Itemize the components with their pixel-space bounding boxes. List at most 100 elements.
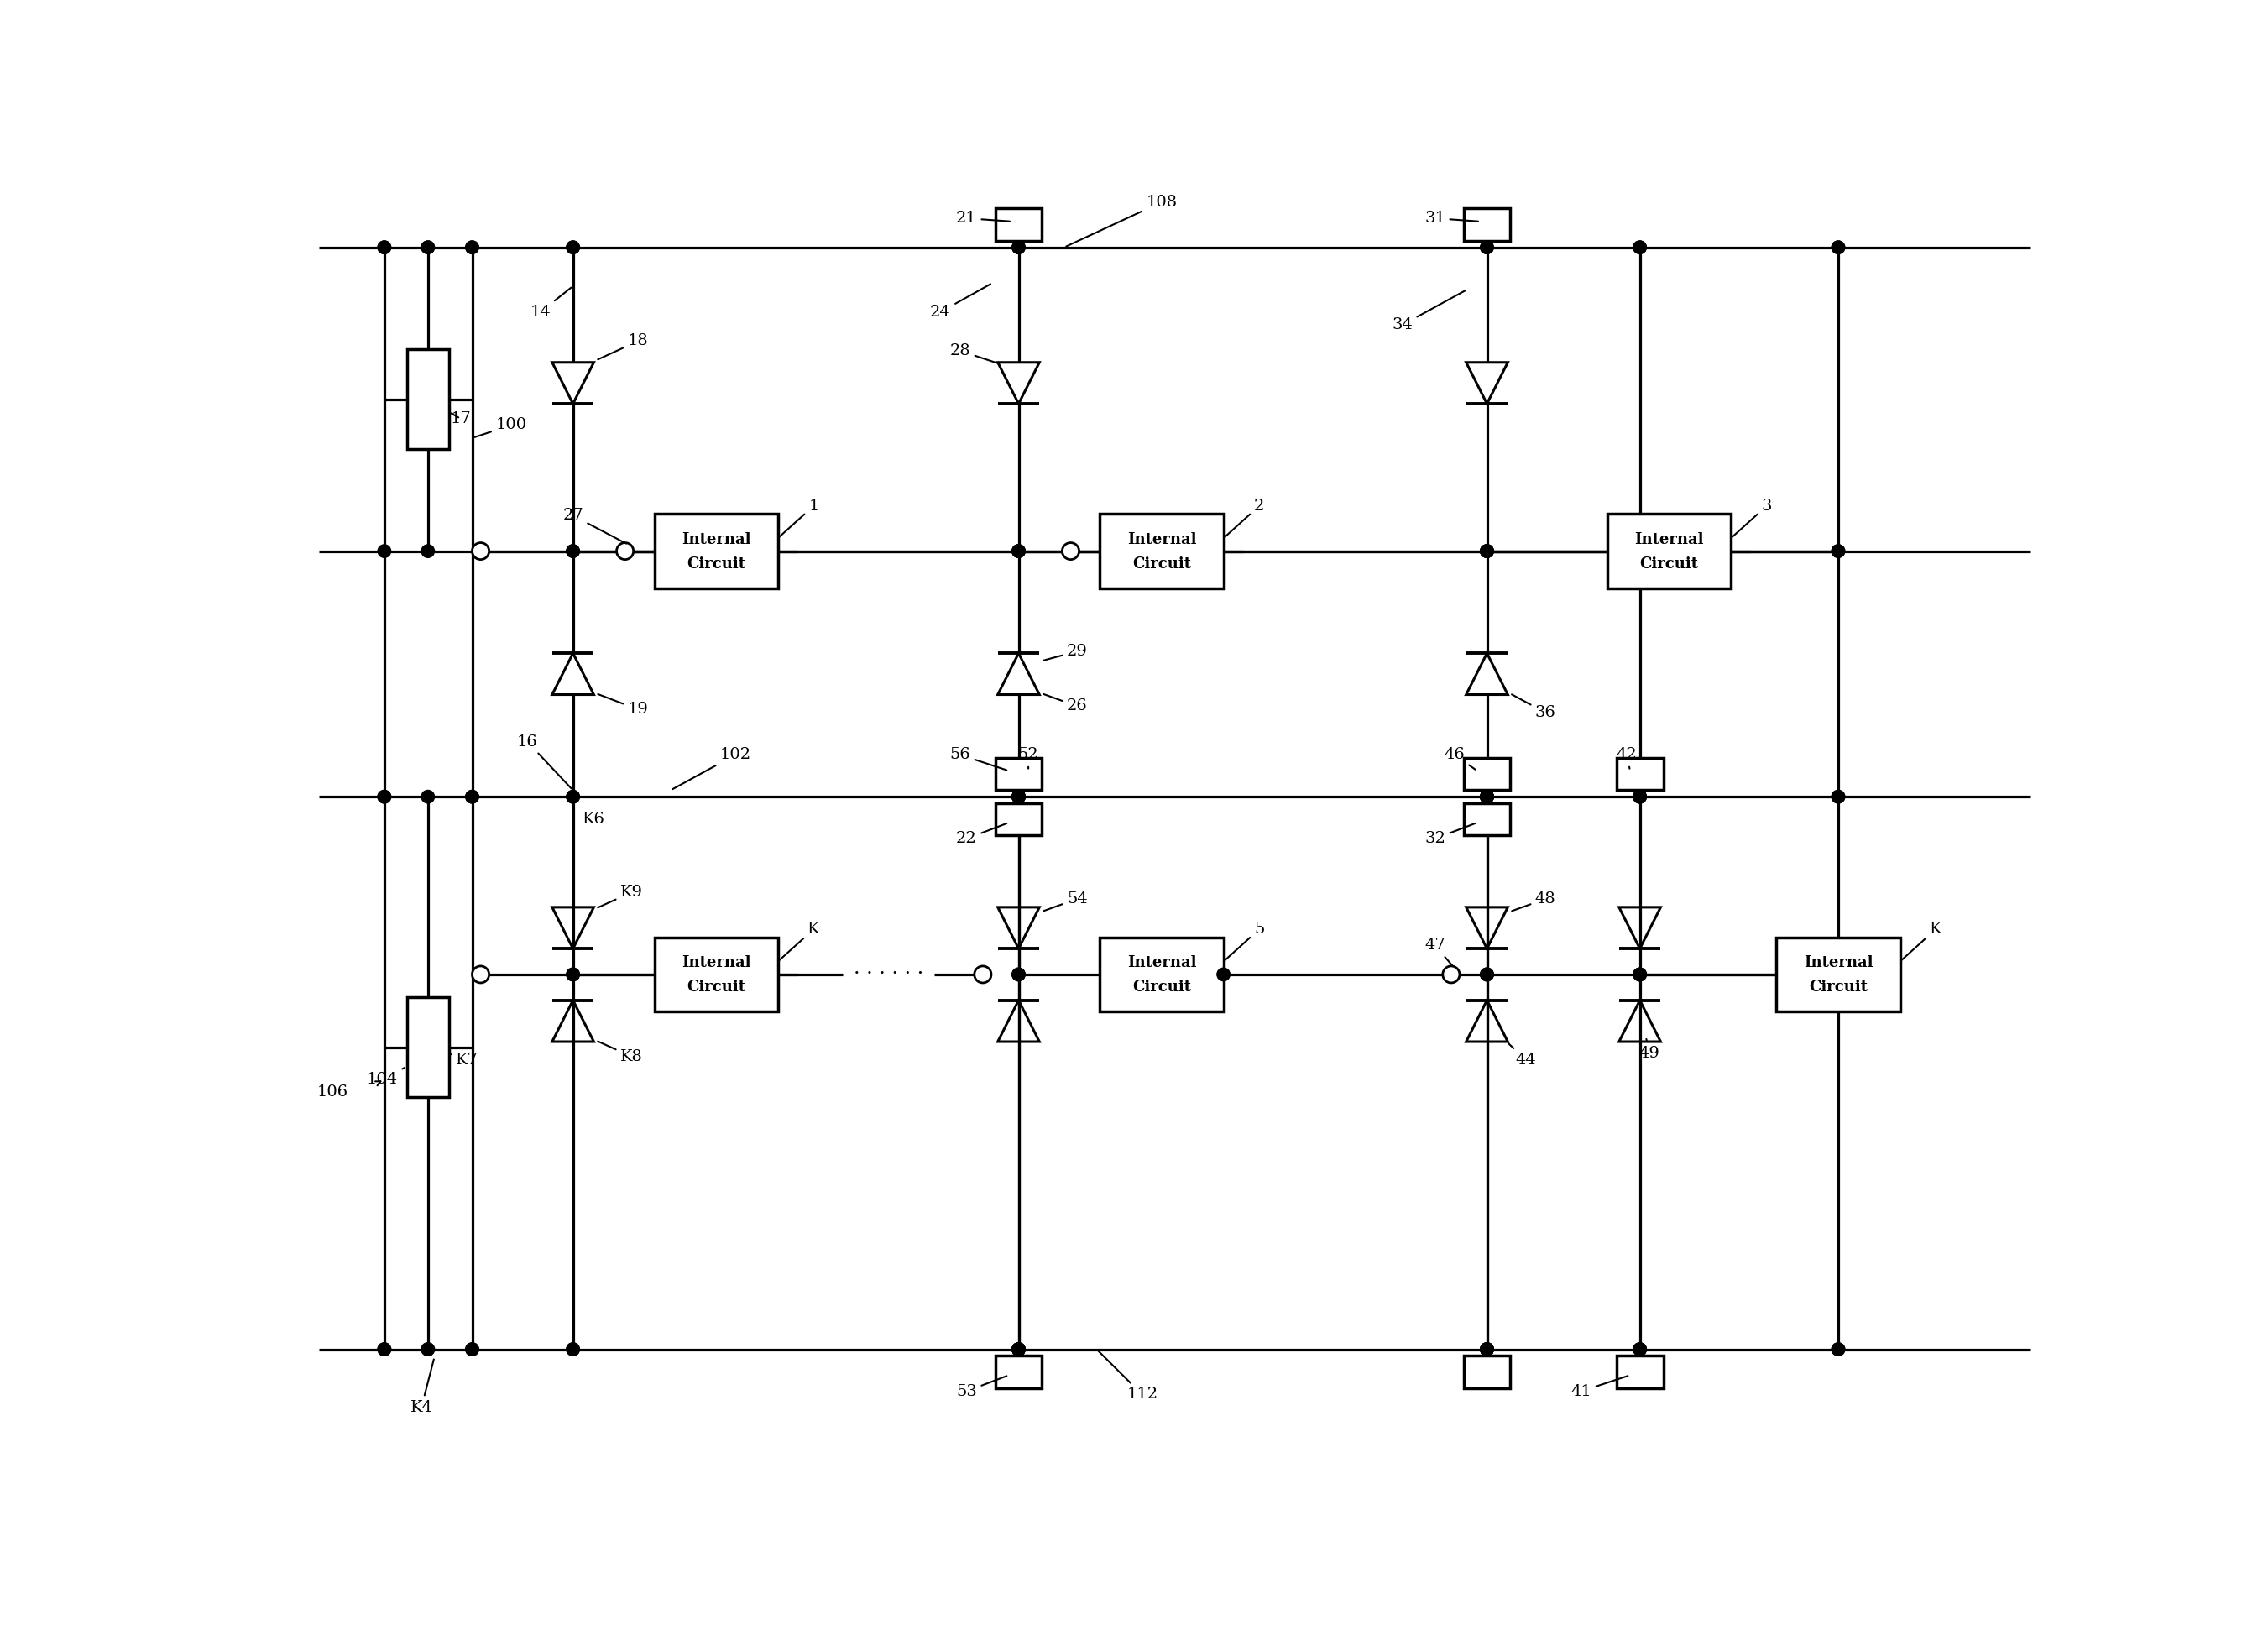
Text: 19: 19 (599, 694, 649, 717)
Circle shape (567, 1342, 581, 1355)
Text: K9: K9 (599, 884, 642, 908)
Circle shape (1481, 1342, 1492, 1355)
Text: 48: 48 (1513, 891, 1556, 912)
Text: 18: 18 (599, 333, 649, 359)
Circle shape (1481, 1342, 1492, 1355)
Circle shape (1012, 544, 1025, 557)
Circle shape (1481, 790, 1492, 803)
Circle shape (1481, 790, 1492, 803)
FancyBboxPatch shape (1463, 803, 1510, 835)
Text: Internal: Internal (1803, 955, 1873, 970)
Circle shape (472, 543, 490, 559)
Circle shape (1012, 1342, 1025, 1355)
Circle shape (1633, 1342, 1647, 1355)
Text: 112: 112 (1098, 1350, 1157, 1402)
Circle shape (472, 965, 490, 983)
Circle shape (422, 544, 435, 557)
FancyBboxPatch shape (996, 208, 1041, 240)
Text: Circuit: Circuit (1132, 556, 1191, 572)
Polygon shape (998, 653, 1039, 694)
Circle shape (379, 790, 390, 803)
Circle shape (567, 968, 581, 982)
Circle shape (379, 240, 390, 253)
Text: 2: 2 (1225, 499, 1266, 536)
Circle shape (1012, 1342, 1025, 1355)
Circle shape (1012, 1342, 1025, 1355)
Text: 108: 108 (1066, 195, 1177, 247)
Text: 17: 17 (449, 411, 472, 426)
Circle shape (1481, 1342, 1492, 1355)
Circle shape (1481, 968, 1492, 982)
Circle shape (1481, 968, 1492, 982)
FancyBboxPatch shape (1617, 757, 1662, 790)
Circle shape (1218, 968, 1229, 982)
FancyBboxPatch shape (1463, 1355, 1510, 1388)
Circle shape (422, 1342, 435, 1355)
Circle shape (465, 790, 479, 803)
Text: 53: 53 (957, 1376, 1007, 1399)
Circle shape (1633, 968, 1647, 982)
Text: 36: 36 (1513, 694, 1556, 720)
Text: 42: 42 (1617, 748, 1637, 769)
Circle shape (567, 1342, 581, 1355)
Circle shape (567, 240, 581, 253)
Text: Internal: Internal (680, 531, 751, 548)
Text: Internal: Internal (1127, 531, 1195, 548)
Text: 31: 31 (1424, 211, 1479, 226)
Circle shape (1012, 968, 1025, 982)
Polygon shape (1465, 653, 1508, 694)
Circle shape (1833, 1342, 1844, 1355)
Circle shape (1833, 240, 1844, 253)
Text: 54: 54 (1043, 891, 1089, 912)
Text: 27: 27 (562, 509, 626, 544)
Text: 29: 29 (1043, 644, 1089, 660)
FancyBboxPatch shape (1100, 938, 1222, 1012)
Text: · · · · · ·: · · · · · · (853, 965, 923, 985)
Text: 100: 100 (474, 418, 526, 437)
FancyBboxPatch shape (653, 938, 778, 1012)
Text: Circuit: Circuit (687, 980, 746, 994)
Text: 102: 102 (674, 748, 751, 790)
Text: 1: 1 (780, 499, 819, 536)
FancyBboxPatch shape (1463, 208, 1510, 240)
Polygon shape (551, 362, 594, 403)
Text: 41: 41 (1572, 1376, 1628, 1399)
Text: Internal: Internal (1127, 955, 1195, 970)
Text: 16: 16 (517, 734, 572, 788)
FancyBboxPatch shape (996, 1355, 1041, 1388)
Circle shape (1833, 790, 1844, 803)
Circle shape (1633, 790, 1647, 803)
Circle shape (379, 1342, 390, 1355)
Circle shape (1833, 240, 1844, 253)
Circle shape (1481, 790, 1492, 803)
Circle shape (1481, 1342, 1492, 1355)
Text: 46: 46 (1445, 748, 1474, 770)
FancyBboxPatch shape (1608, 513, 1730, 588)
Circle shape (465, 1342, 479, 1355)
Text: 28: 28 (950, 343, 998, 362)
Circle shape (1481, 544, 1492, 557)
FancyBboxPatch shape (406, 349, 449, 450)
Circle shape (465, 1342, 479, 1355)
Circle shape (1061, 543, 1080, 559)
Circle shape (1481, 968, 1492, 982)
Text: Internal: Internal (1635, 531, 1703, 548)
Circle shape (1481, 1342, 1492, 1355)
Text: 106: 106 (318, 1086, 349, 1100)
Circle shape (567, 544, 581, 557)
Circle shape (567, 790, 581, 803)
Circle shape (1833, 544, 1844, 557)
Text: Circuit: Circuit (1810, 980, 1867, 994)
Circle shape (1012, 1342, 1025, 1355)
Circle shape (1012, 790, 1025, 803)
Circle shape (1442, 965, 1461, 983)
Text: Internal: Internal (680, 955, 751, 970)
Circle shape (422, 1342, 435, 1355)
FancyBboxPatch shape (406, 998, 449, 1097)
Circle shape (1012, 790, 1025, 803)
Circle shape (379, 790, 390, 803)
Text: K8: K8 (599, 1042, 642, 1064)
FancyBboxPatch shape (1100, 513, 1222, 588)
Circle shape (1633, 790, 1647, 803)
Circle shape (1833, 790, 1844, 803)
